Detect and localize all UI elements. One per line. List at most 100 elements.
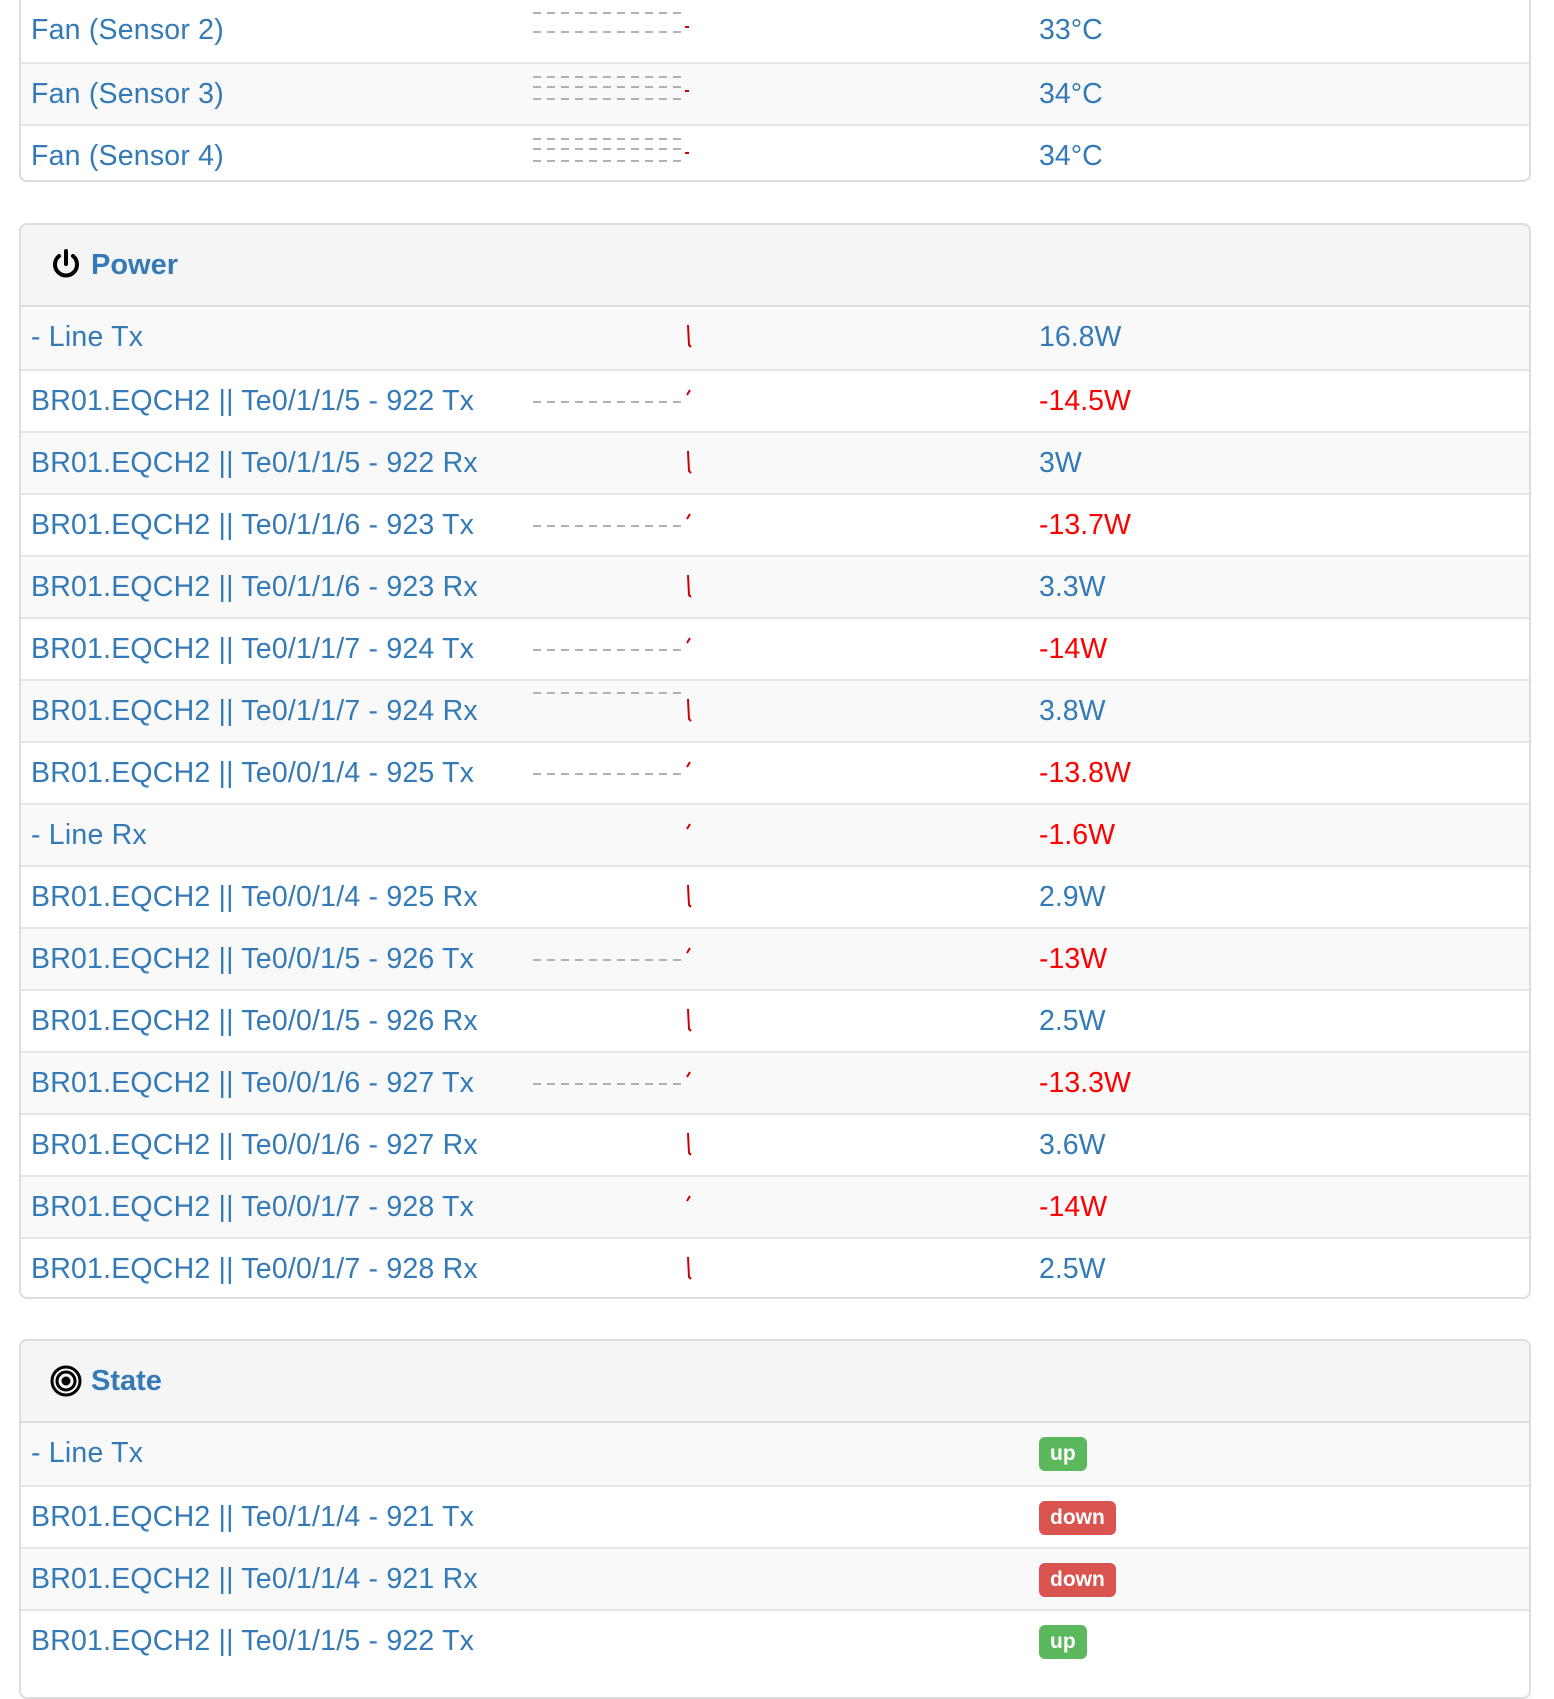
table-row[interactable]: BR01.EQCH2 || Te0/0/1/7 - 928 Rx 2.5W — [21, 1237, 1529, 1297]
table-row[interactable]: Fan (Sensor 4) 34°C — [21, 124, 1529, 180]
sparkline — [533, 389, 691, 403]
row-value: 34°C — [1039, 78, 1103, 110]
sparkline-trace — [686, 1195, 691, 1202]
sparkline — [687, 884, 692, 908]
sparkline-trace — [687, 1008, 692, 1032]
row-label[interactable]: BR01.EQCH2 || Te0/1/1/4 - 921 Rx — [31, 1563, 478, 1595]
power-icon — [53, 249, 79, 278]
row-value: -13.7W — [1039, 509, 1131, 541]
row-label[interactable]: Fan (Sensor 2) — [31, 14, 224, 46]
row-label[interactable]: BR01.EQCH2 || Te0/0/1/7 - 928 Tx — [31, 1191, 475, 1223]
row-label[interactable]: - Line Tx — [31, 1437, 144, 1469]
row-label[interactable]: BR01.EQCH2 || Te0/0/1/7 - 928 Rx — [31, 1253, 478, 1285]
table-row[interactable]: BR01.EQCH2 || Te0/1/1/4 - 921 Rx down — [21, 1547, 1529, 1609]
panel-title[interactable]: State — [91, 1364, 162, 1397]
table-row[interactable]: BR01.EQCH2 || Te0/1/1/5 - 922 Tx -14.5W — [21, 369, 1529, 431]
sparkline — [533, 637, 691, 651]
sparkline-trace — [687, 1256, 692, 1280]
row-label[interactable]: BR01.EQCH2 || Te0/1/1/7 - 924 Rx — [31, 695, 478, 727]
row-label[interactable]: BR01.EQCH2 || Te0/1/1/5 - 922 Rx — [31, 447, 478, 479]
row-label[interactable]: BR01.EQCH2 || Te0/0/1/4 - 925 Tx — [31, 757, 475, 789]
target-icon — [50, 1365, 82, 1397]
sparkline-trace — [686, 389, 691, 396]
row-value: 3.6W — [1039, 1129, 1106, 1161]
sparkline-trace — [687, 324, 692, 348]
table-row[interactable]: BR01.EQCH2 || Te0/0/1/6 - 927 Rx 3.6W — [21, 1113, 1529, 1175]
table-row[interactable]: - Line Rx -1.6W — [21, 803, 1529, 865]
sparkline-trace — [686, 1071, 691, 1078]
temperature-panel: Fan (Sensor 2) 33°C Fan (Sensor 3) 34°C … — [19, 0, 1531, 182]
row-value: 2.5W — [1039, 1005, 1106, 1037]
table-row[interactable]: - Line Tx up — [21, 1423, 1529, 1485]
table-row[interactable]: Fan (Sensor 3) 34°C — [21, 62, 1529, 124]
table-row[interactable]: BR01.EQCH2 || Te0/0/1/7 - 928 Tx -14W — [21, 1175, 1529, 1237]
table-row[interactable]: BR01.EQCH2 || Te0/0/1/5 - 926 Tx -13W — [21, 927, 1529, 989]
status-badge: down — [1039, 1501, 1116, 1535]
sparkline-trace — [687, 1132, 692, 1156]
table-row[interactable]: BR01.EQCH2 || Te0/1/1/7 - 924 Tx -14W — [21, 617, 1529, 679]
table-row[interactable]: BR01.EQCH2 || Te0/1/1/6 - 923 Tx -13.7W — [21, 493, 1529, 555]
state-table: - Line Tx up BR01.EQCH2 || Te0/1/1/4 - 921… — [21, 1423, 1529, 1671]
row-label[interactable]: BR01.EQCH2 || Te0/1/1/5 - 922 Tx — [31, 1625, 475, 1657]
row-label[interactable]: BR01.EQCH2 || Te0/0/1/5 - 926 Rx — [31, 1005, 478, 1037]
sparkline — [686, 823, 691, 830]
sparkline — [687, 450, 692, 474]
row-label[interactable]: BR01.EQCH2 || Te0/0/1/6 - 927 Tx — [31, 1067, 475, 1099]
sparkline — [533, 138, 689, 162]
row-label[interactable]: BR01.EQCH2 || Te0/0/1/6 - 927 Rx — [31, 1129, 478, 1161]
row-value: -14W — [1039, 633, 1108, 665]
status-badge: up — [1039, 1437, 1087, 1471]
sparkline — [686, 1195, 691, 1202]
row-value: -1.6W — [1039, 819, 1116, 851]
table-row[interactable]: BR01.EQCH2 || Te0/0/1/5 - 926 Rx 2.5W — [21, 989, 1529, 1051]
row-value: 3.8W — [1039, 695, 1106, 727]
row-value: -14.5W — [1039, 385, 1131, 417]
sparkline-trace — [687, 884, 692, 908]
row-label[interactable]: BR01.EQCH2 || Te0/1/1/5 - 922 Tx — [31, 385, 475, 417]
table-row[interactable]: BR01.EQCH2 || Te0/0/1/6 - 927 Tx -13.3W — [21, 1051, 1529, 1113]
table-row[interactable]: BR01.EQCH2 || Te0/1/1/5 - 922 Tx up — [21, 1609, 1529, 1671]
row-label[interactable]: - Line Rx — [31, 819, 147, 851]
row-value: -13.8W — [1039, 757, 1131, 789]
sparkline — [687, 1256, 692, 1280]
sparkline — [687, 1132, 692, 1156]
panel-title[interactable]: Power — [91, 248, 179, 281]
sparkline-trace — [686, 823, 691, 830]
sparkline — [687, 1008, 692, 1032]
sparkline — [533, 12, 689, 33]
sparkline-trace — [686, 513, 691, 520]
sparkline — [533, 692, 692, 722]
row-value: 33°C — [1039, 14, 1103, 46]
panel-heading: State — [21, 1341, 1529, 1423]
sparkline-trace — [686, 947, 691, 954]
table-row[interactable]: - Line Tx 16.8W — [21, 307, 1529, 369]
row-label[interactable]: BR01.EQCH2 || Te0/0/1/4 - 925 Rx — [31, 881, 478, 913]
table-row[interactable]: BR01.EQCH2 || Te0/1/1/4 - 921 Tx down — [21, 1485, 1529, 1547]
row-label[interactable]: Fan (Sensor 3) — [31, 78, 224, 110]
sparkline-trace — [687, 450, 692, 474]
row-label[interactable]: BR01.EQCH2 || Te0/1/1/4 - 921 Tx — [31, 1501, 475, 1533]
table-row[interactable]: Fan (Sensor 2) 33°C — [21, 0, 1529, 62]
table-row[interactable]: BR01.EQCH2 || Te0/0/1/4 - 925 Rx 2.9W — [21, 865, 1529, 927]
row-label[interactable]: - Line Tx — [31, 321, 144, 353]
table-row[interactable]: BR01.EQCH2 || Te0/1/1/7 - 924 Rx 3.8W — [21, 679, 1529, 741]
table-row[interactable]: BR01.EQCH2 || Te0/1/1/6 - 923 Rx 3.3W — [21, 555, 1529, 617]
table-row[interactable]: BR01.EQCH2 || Te0/1/1/5 - 922 Rx 3W — [21, 431, 1529, 493]
sparkline-trace — [686, 761, 691, 768]
row-label[interactable]: Fan (Sensor 4) — [31, 140, 224, 172]
power-table: - Line Tx 16.8W BR01.EQCH2 || Te0/1/1/5 - … — [21, 307, 1529, 1297]
row-label[interactable]: BR01.EQCH2 || Te0/1/1/7 - 924 Tx — [31, 633, 475, 665]
table-row[interactable]: BR01.EQCH2 || Te0/0/1/4 - 925 Tx -13.8W — [21, 741, 1529, 803]
status-badge: up — [1039, 1625, 1087, 1659]
sparkline-trace — [687, 574, 692, 598]
row-label[interactable]: BR01.EQCH2 || Te0/1/1/6 - 923 Rx — [31, 571, 478, 603]
panel-heading: Power — [21, 225, 1529, 307]
sparkline — [533, 761, 691, 775]
row-value: 3.3W — [1039, 571, 1106, 603]
row-label[interactable]: BR01.EQCH2 || Te0/1/1/6 - 923 Tx — [31, 509, 475, 541]
sparkline — [533, 513, 691, 527]
row-value: 2.9W — [1039, 881, 1106, 913]
row-label[interactable]: BR01.EQCH2 || Te0/0/1/5 - 926 Tx — [31, 943, 475, 975]
row-value: 34°C — [1039, 140, 1103, 172]
sparkline — [687, 574, 692, 598]
